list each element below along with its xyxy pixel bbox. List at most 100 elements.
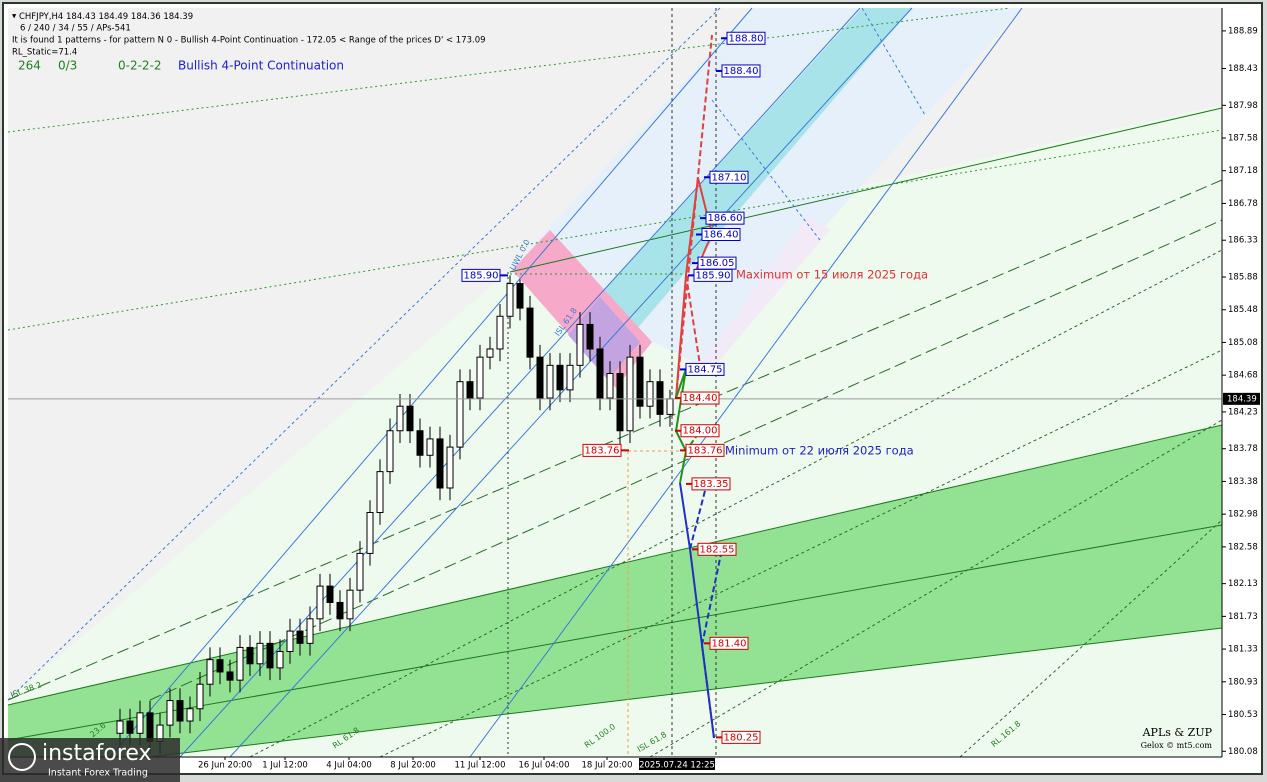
candle-body — [286, 630, 294, 653]
credits-title: APLs & ZUP — [1142, 726, 1213, 739]
level-box — [680, 424, 720, 438]
level-box — [691, 477, 731, 491]
credits-site: Gelox © mt5.com — [1141, 741, 1213, 750]
projection-down — [701, 548, 723, 646]
trend-line — [649, 419, 1223, 758]
level-box — [726, 31, 766, 45]
y-tick-label: 184.23 — [1228, 407, 1258, 417]
x-tick-label: 26 Jun 20:00 — [198, 761, 252, 771]
y-tick-label: 187.58 — [1228, 134, 1258, 144]
trend-line — [7, 7, 1011, 133]
candle-body — [426, 438, 434, 456]
y-tick-label: 187.98 — [1228, 101, 1258, 111]
level-label: 184.00 — [683, 426, 718, 437]
current-time-box — [639, 758, 715, 770]
watermark-brand: instaforex — [42, 741, 152, 766]
current-price-label: 184.39 — [1227, 394, 1257, 404]
level-label: 185.90 — [464, 270, 499, 281]
level-label: 184.40 — [683, 393, 718, 404]
level-label: 182.55 — [700, 544, 735, 555]
candle-body — [506, 283, 514, 317]
level-box — [461, 268, 501, 282]
level-box — [721, 730, 761, 744]
candle-body — [586, 323, 594, 350]
level-label: 185.90 — [696, 270, 731, 281]
candle-body — [316, 585, 324, 620]
level-label: 183.76 — [688, 445, 723, 456]
symbol-text: CHFJPY,H4 184.43 184.49 184.36 184.39 — [19, 12, 193, 22]
candle-body — [236, 646, 244, 681]
price-axis — [1222, 8, 1260, 757]
candle-body — [666, 398, 674, 415]
candle-body — [346, 589, 354, 620]
zone-violet — [700, 215, 830, 365]
fork-line — [861, 7, 926, 116]
candle-body — [276, 651, 284, 669]
candle-body — [226, 671, 234, 681]
candle-body — [636, 356, 644, 407]
candle-body — [436, 438, 444, 489]
axes: 188.89 188.43 187.98 187.58 187.18 186.78 186.… — [198, 26, 1260, 771]
candle-body — [546, 364, 554, 399]
candle-body — [526, 307, 534, 358]
candle-body — [116, 720, 124, 734]
candle-body — [536, 356, 544, 399]
projection-down — [701, 644, 715, 739]
rl-static: RL_Static=71.4 — [12, 48, 77, 58]
y-tick-label: 182.13 — [1228, 579, 1258, 589]
level-box — [709, 636, 749, 650]
green-band — [8, 425, 1222, 757]
candle-body — [456, 381, 464, 448]
annotation: Maximum от 15 июля 2025 года — [736, 268, 928, 282]
projection-up — [675, 34, 713, 399]
level-label: 183.35 — [694, 479, 729, 490]
trend-line — [509, 107, 1223, 273]
level-label: 187.10 — [712, 172, 747, 183]
annotation: Minimum от 22 июля 2025 года — [725, 444, 914, 458]
candle-body — [176, 700, 184, 722]
candle-body — [516, 283, 524, 309]
candle-body — [296, 630, 304, 644]
candle-body — [446, 446, 454, 489]
pattern-projection — [674, 34, 723, 739]
x-tick-label: 8 Jul 20:00 — [390, 761, 436, 771]
candle-body — [486, 348, 494, 358]
candle-body — [186, 708, 194, 722]
candle-body — [626, 356, 634, 432]
level-box — [685, 443, 725, 457]
x-tick-label: 18 Jul 20:00 — [582, 761, 633, 771]
candle-body — [406, 405, 414, 432]
level-box — [721, 64, 761, 78]
level-box — [701, 227, 741, 241]
symbol-line: ▾ CHFJPY,H4 184.43 184.49 184.36 184.39 — [12, 12, 193, 22]
x-tick-label: 1 Jul 12:00 — [262, 761, 308, 771]
level-box — [705, 211, 745, 225]
level-label: 184.75 — [688, 364, 723, 375]
y-tick-label: 183.38 — [1228, 477, 1258, 487]
y-tick-label: 180.93 — [1228, 677, 1258, 687]
projection-down — [689, 482, 708, 550]
trend-line — [7, 129, 1223, 331]
candle-body — [326, 585, 334, 603]
level-box — [693, 268, 733, 282]
stat: 0-2-2-2 — [118, 59, 162, 73]
candle-body — [656, 381, 664, 415]
y-tick-label: 180.53 — [1228, 710, 1258, 720]
candle-body — [556, 364, 564, 391]
candle-body — [386, 430, 394, 473]
stat: 264 — [18, 59, 41, 73]
candle-body — [126, 720, 134, 734]
candle-body — [246, 646, 254, 665]
candle-body — [476, 356, 484, 399]
candle-body — [146, 712, 154, 742]
y-tick-label: 186.78 — [1228, 199, 1258, 209]
watermark-icon — [8, 743, 36, 771]
candle-body — [136, 712, 144, 734]
candle-body — [416, 430, 424, 456]
y-tick-label: 183.78 — [1228, 444, 1258, 454]
level-label: 188.80 — [729, 33, 764, 44]
level-box — [685, 362, 725, 376]
y-tick-label: 188.43 — [1228, 64, 1258, 74]
y-tick-label: 185.48 — [1228, 305, 1258, 315]
level-box — [680, 391, 720, 405]
